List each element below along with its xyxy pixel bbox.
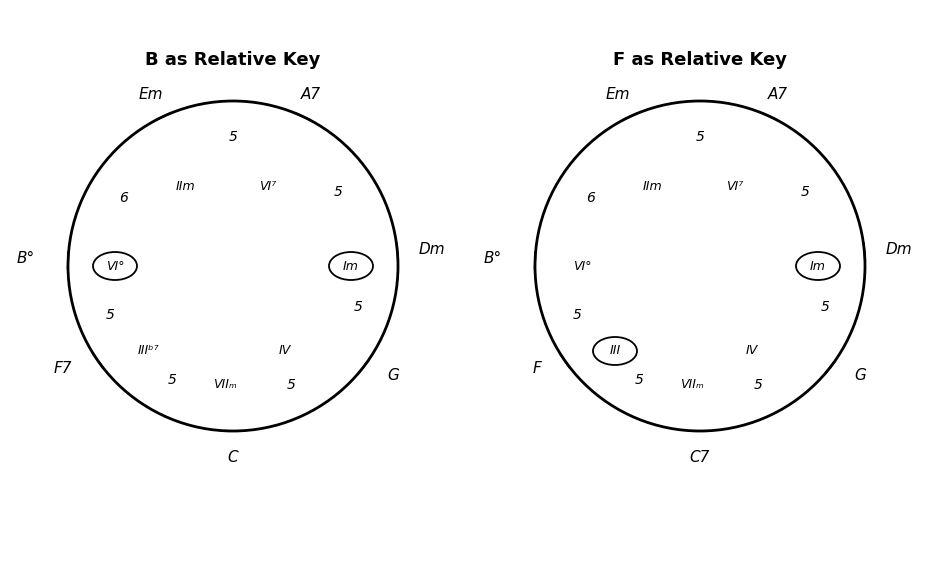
Text: B°: B° <box>17 251 35 265</box>
Text: G: G <box>387 368 399 383</box>
Text: 5: 5 <box>168 373 177 387</box>
Text: 6: 6 <box>587 191 595 205</box>
Text: 5: 5 <box>229 130 237 144</box>
Text: IIm: IIm <box>176 179 195 192</box>
Text: 5: 5 <box>354 300 363 314</box>
Text: Dm: Dm <box>419 242 446 257</box>
Text: 5: 5 <box>573 308 582 322</box>
Text: G: G <box>854 368 866 383</box>
Text: VIIₘ: VIIₘ <box>680 377 704 390</box>
Text: F: F <box>532 361 541 376</box>
Text: 5: 5 <box>635 373 644 387</box>
Text: A7: A7 <box>301 87 320 102</box>
Text: VI⁷: VI⁷ <box>727 179 743 192</box>
Text: IIm: IIm <box>643 179 662 192</box>
Text: B as Relative Key: B as Relative Key <box>146 51 320 69</box>
Text: C: C <box>228 449 238 465</box>
Text: F as Relative Key: F as Relative Key <box>613 51 787 69</box>
Text: Em: Em <box>139 87 163 102</box>
Text: 5: 5 <box>754 377 762 391</box>
Text: 5: 5 <box>287 377 295 391</box>
Text: IV: IV <box>279 345 291 357</box>
Text: IIIᵇ⁷: IIIᵇ⁷ <box>137 345 159 357</box>
Text: Em: Em <box>606 87 630 102</box>
Text: F7: F7 <box>53 361 72 376</box>
Text: 6: 6 <box>120 191 128 205</box>
Text: Im: Im <box>810 260 826 272</box>
Text: Im: Im <box>343 260 359 272</box>
Text: VI°: VI° <box>106 260 124 272</box>
Text: 5: 5 <box>696 130 704 144</box>
Text: 5: 5 <box>801 185 810 199</box>
Text: C7: C7 <box>690 449 710 465</box>
Text: B°: B° <box>484 251 502 265</box>
Text: III: III <box>609 345 620 357</box>
Text: 5: 5 <box>821 300 830 314</box>
Text: 5: 5 <box>334 185 343 199</box>
Text: IV: IV <box>746 345 758 357</box>
Text: VI⁷: VI⁷ <box>260 179 276 192</box>
Text: Dm: Dm <box>886 242 913 257</box>
Text: 5: 5 <box>106 308 115 322</box>
Text: A7: A7 <box>768 87 787 102</box>
Text: VI°: VI° <box>573 260 591 272</box>
Text: VIIₘ: VIIₘ <box>213 377 237 390</box>
